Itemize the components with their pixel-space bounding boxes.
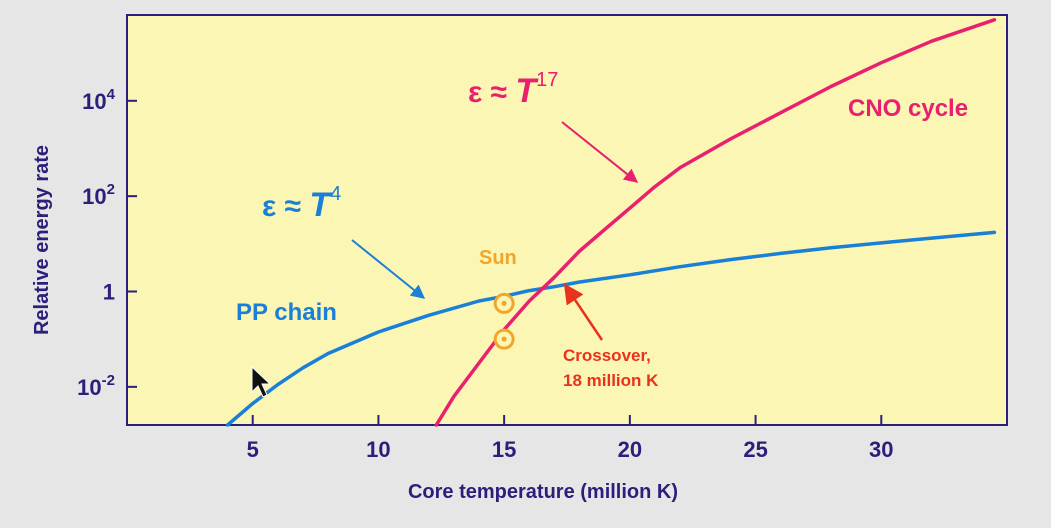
crossover-arrow bbox=[563, 283, 604, 341]
crossover-label-line1: Crossover, bbox=[563, 346, 651, 365]
y-tick-label: 10-2 bbox=[77, 372, 115, 400]
sun-markers bbox=[493, 292, 515, 350]
x-tick-label: 20 bbox=[618, 437, 642, 462]
y-axis-title: Relative energy rate bbox=[31, 145, 53, 335]
x-axis-title: Core temperature (million K) bbox=[408, 481, 678, 503]
pp-chain-label: PP chain bbox=[236, 299, 337, 326]
mouse-cursor-icon bbox=[251, 365, 272, 398]
y-tick-label: 104 bbox=[82, 86, 115, 114]
x-tick-label: 30 bbox=[869, 437, 893, 462]
x-tick-label: 15 bbox=[492, 437, 516, 462]
y-tick-label: 1 bbox=[103, 280, 115, 305]
sun-marker-dot bbox=[501, 336, 507, 342]
x-tick-label: 25 bbox=[743, 437, 767, 462]
cno-formula-arrow bbox=[561, 121, 639, 183]
crossover-label-line2: 18 million K bbox=[563, 371, 659, 390]
pp-formula: ε ≈ T4 bbox=[262, 183, 341, 224]
pp-formula-arrow bbox=[351, 239, 426, 299]
y-tick-label: 102 bbox=[82, 181, 115, 209]
plot-area bbox=[126, 14, 1008, 426]
cno-formula: ε ≈ T17 bbox=[468, 69, 558, 110]
sun-marker-dot bbox=[501, 300, 507, 306]
x-tick-label: 5 bbox=[247, 437, 259, 462]
axis-ticks: 5 10 15 20 25 30 104 102 1 10-2 bbox=[77, 86, 893, 462]
x-tick-label: 10 bbox=[366, 437, 390, 462]
sun-label: Sun bbox=[479, 247, 517, 269]
cno-cycle-label: CNO cycle bbox=[848, 95, 968, 122]
